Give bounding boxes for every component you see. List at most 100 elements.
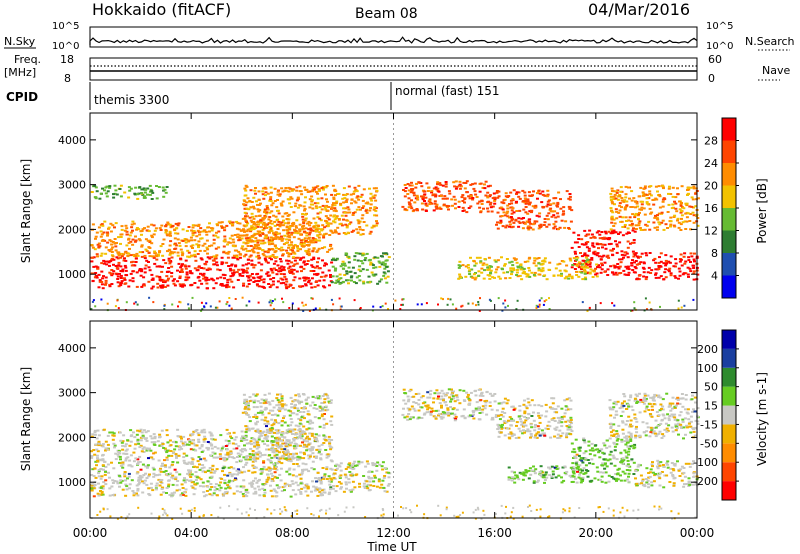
- velocity-cell: [195, 444, 199, 447]
- power-speckle: [133, 302, 136, 305]
- velocity-cell: [263, 488, 267, 491]
- power-cell: [500, 256, 503, 259]
- power-cell: [562, 210, 565, 213]
- power-cell: [538, 192, 542, 195]
- velocity-cell: [322, 476, 326, 479]
- velocity-cell: [264, 416, 268, 419]
- power-cell: [336, 226, 340, 229]
- power-cell: [269, 200, 273, 202]
- velocity-cell: [289, 453, 293, 456]
- power-cell: [374, 224, 378, 227]
- power-cell: [674, 265, 677, 268]
- power-cell: [499, 221, 503, 224]
- power-cell: [151, 255, 155, 258]
- power-cell: [556, 263, 560, 266]
- power-cell: [206, 252, 209, 255]
- power-cell: [369, 207, 372, 210]
- power-cell: [212, 255, 216, 258]
- power-cell: [367, 259, 371, 262]
- velocity-cell: [130, 479, 134, 482]
- power-cell: [238, 256, 242, 259]
- velocity-cell: [324, 405, 328, 408]
- velocity-cell: [159, 467, 162, 470]
- power-cell: [546, 218, 550, 221]
- nsky-trace: [89, 36, 698, 45]
- power-cell: [178, 244, 182, 247]
- velocity-cell: [199, 458, 203, 461]
- velocity-cell: [230, 473, 234, 476]
- power-cell: [573, 250, 577, 253]
- power-cell: [633, 261, 636, 264]
- velocity-cell: [263, 419, 267, 422]
- velocity-cell: [281, 451, 285, 454]
- power-cell: [478, 190, 482, 193]
- power-cell: [537, 262, 541, 265]
- power-cell: [527, 218, 531, 221]
- power-cell: [290, 224, 294, 227]
- power-cell: [264, 236, 268, 239]
- power-cell: [683, 252, 687, 255]
- velocity-cell: [253, 445, 257, 448]
- power-cell: [128, 279, 132, 282]
- power-speckle: [304, 303, 307, 306]
- power-cell: [155, 185, 158, 187]
- power-cell: [262, 197, 266, 200]
- velocity-cell: [244, 463, 248, 466]
- power-cell: [256, 221, 260, 224]
- velocity-cell: [275, 404, 279, 407]
- velocity-cell: [313, 455, 317, 458]
- velocity-cell: [316, 397, 320, 400]
- velocity-cell: [247, 442, 251, 445]
- velocity-cell: [115, 480, 119, 483]
- velocity-cell: [213, 470, 217, 473]
- power-cell: [115, 256, 119, 259]
- power-cell: [148, 241, 152, 243]
- power-cell: [261, 242, 265, 245]
- velocity-cell: [104, 440, 108, 443]
- power-cell: [372, 196, 376, 199]
- power-cell: [491, 197, 495, 200]
- power-cell: [372, 225, 376, 228]
- power-cell: [495, 191, 499, 194]
- power-cell: [333, 218, 337, 221]
- power-cell: [384, 259, 388, 262]
- power-cell: [349, 270, 353, 273]
- power-cell: [688, 267, 692, 270]
- velocity-cell: [277, 487, 280, 490]
- power-cell: [148, 255, 152, 258]
- power-cell: [107, 249, 111, 251]
- power-cell: [692, 267, 696, 269]
- power-cell: [570, 209, 574, 212]
- velocity-cell: [138, 455, 142, 458]
- power-cell: [569, 259, 573, 262]
- power-cell: [654, 185, 658, 188]
- power-cell: [612, 229, 616, 232]
- power-cell: [270, 255, 274, 258]
- power-cell: [148, 239, 152, 242]
- velocity-cell: [319, 494, 323, 497]
- velocity-cell: [290, 421, 294, 424]
- power-cell: [532, 262, 536, 265]
- power-cell: [526, 212, 530, 215]
- power-cell: [342, 187, 346, 190]
- power-speckle: [467, 302, 470, 305]
- velocity-cell: [227, 466, 231, 469]
- power-cell: [202, 277, 206, 280]
- power-cell: [610, 215, 614, 218]
- power-cell: [220, 284, 224, 287]
- power-cell: [108, 186, 112, 189]
- velocity-cell: [223, 482, 227, 484]
- power-cell: [441, 184, 445, 187]
- power-cell: [143, 191, 147, 194]
- power-cell: [609, 196, 613, 199]
- power-cell: [489, 271, 492, 274]
- power-cell: [164, 225, 168, 228]
- power-cell: [295, 230, 299, 233]
- velocity-cell: [254, 460, 258, 463]
- power-cell: [162, 281, 165, 283]
- velocity-cell: [195, 482, 199, 485]
- power-cell: [117, 236, 120, 239]
- power-cell: [244, 269, 248, 272]
- power-cell: [317, 247, 321, 250]
- power-cell: [324, 186, 328, 189]
